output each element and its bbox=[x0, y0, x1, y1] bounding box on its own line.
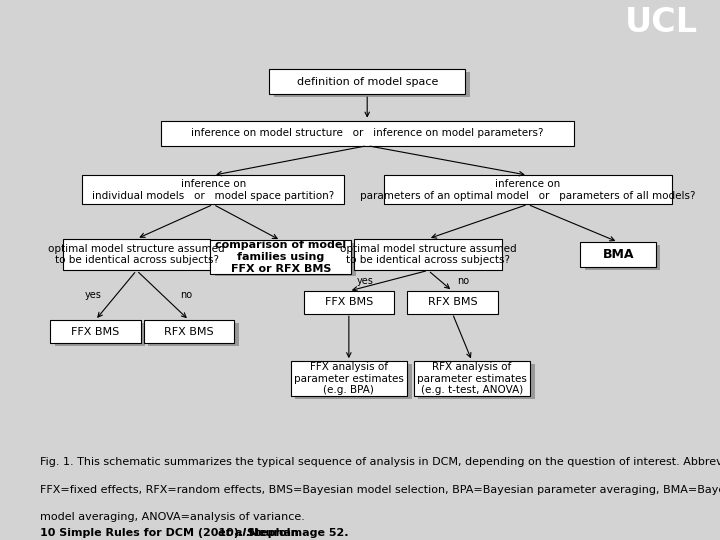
FancyBboxPatch shape bbox=[210, 240, 351, 274]
FancyBboxPatch shape bbox=[215, 243, 356, 276]
Text: optimal model structure assumed
to be identical across subjects?: optimal model structure assumed to be id… bbox=[48, 244, 225, 266]
Text: inference on model structure   or   inference on model parameters?: inference on model structure or inferenc… bbox=[191, 128, 544, 138]
FancyBboxPatch shape bbox=[291, 361, 408, 396]
Text: Fig. 1. This schematic summarizes the typical sequence of analysis in DCM, depen: Fig. 1. This schematic summarizes the ty… bbox=[40, 457, 720, 468]
FancyBboxPatch shape bbox=[50, 320, 140, 343]
Text: et al.: et al. bbox=[218, 528, 250, 538]
Text: definition of model space: definition of model space bbox=[297, 77, 438, 87]
FancyBboxPatch shape bbox=[418, 364, 535, 399]
FancyBboxPatch shape bbox=[580, 242, 656, 267]
FancyBboxPatch shape bbox=[408, 291, 498, 314]
FancyBboxPatch shape bbox=[295, 364, 412, 399]
Text: BMA: BMA bbox=[603, 248, 634, 261]
Text: FFX BMS: FFX BMS bbox=[325, 298, 373, 307]
Text: inference on
parameters of an optimal model   or   parameters of all models?: inference on parameters of an optimal mo… bbox=[360, 179, 696, 201]
Text: optimal model structure assumed
to be identical across subjects?: optimal model structure assumed to be id… bbox=[340, 244, 516, 266]
Text: RFX analysis of
parameter estimates
(e.g. t-test, ANOVA): RFX analysis of parameter estimates (e.g… bbox=[417, 362, 527, 395]
FancyBboxPatch shape bbox=[63, 239, 210, 271]
FancyBboxPatch shape bbox=[354, 239, 502, 271]
Text: no: no bbox=[180, 291, 192, 300]
FancyBboxPatch shape bbox=[304, 291, 394, 314]
FancyBboxPatch shape bbox=[585, 245, 660, 270]
Text: comparison of model
families using
FFX or RFX BMS: comparison of model families using FFX o… bbox=[215, 240, 346, 274]
FancyBboxPatch shape bbox=[148, 323, 239, 346]
FancyBboxPatch shape bbox=[414, 361, 531, 396]
FancyBboxPatch shape bbox=[55, 323, 145, 346]
Text: NeuroImage 52.: NeuroImage 52. bbox=[245, 528, 348, 538]
Text: 10 Simple Rules for DCM (2010). Stephan: 10 Simple Rules for DCM (2010). Stephan bbox=[40, 528, 302, 538]
Text: model averaging, ANOVA=analysis of variance.: model averaging, ANOVA=analysis of varia… bbox=[40, 512, 305, 523]
Text: yes: yes bbox=[84, 291, 102, 300]
Text: inference on
individual models   or   model space partition?: inference on individual models or model … bbox=[92, 179, 334, 201]
Text: no: no bbox=[457, 276, 469, 286]
Text: FFX=fixed effects, RFX=random effects, BMS=Bayesian model selection, BPA=Bayesia: FFX=fixed effects, RFX=random effects, B… bbox=[40, 485, 720, 495]
Text: FFX BMS: FFX BMS bbox=[71, 327, 120, 336]
Text: FFX analysis of
parameter estimates
(e.g. BPA): FFX analysis of parameter estimates (e.g… bbox=[294, 362, 404, 395]
Text: yes: yes bbox=[357, 276, 374, 286]
Text: RFX BMS: RFX BMS bbox=[164, 327, 214, 336]
FancyBboxPatch shape bbox=[274, 72, 470, 97]
FancyBboxPatch shape bbox=[161, 120, 574, 146]
FancyBboxPatch shape bbox=[144, 320, 234, 343]
FancyBboxPatch shape bbox=[82, 175, 344, 204]
FancyBboxPatch shape bbox=[384, 175, 672, 204]
Text: UCL: UCL bbox=[625, 6, 698, 39]
FancyBboxPatch shape bbox=[269, 69, 466, 94]
Text: RFX BMS: RFX BMS bbox=[428, 298, 477, 307]
